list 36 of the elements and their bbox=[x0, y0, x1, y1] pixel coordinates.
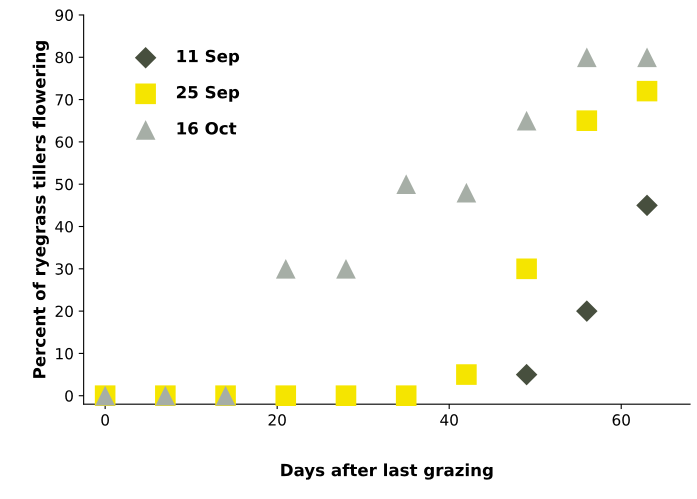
y-tick-label: 30 bbox=[56, 263, 73, 275]
point bbox=[636, 194, 658, 216]
point bbox=[456, 364, 477, 385]
legend-label: 25 Sep bbox=[176, 86, 240, 102]
x-tick-label: 60 bbox=[612, 414, 630, 426]
y-tick-label: 90 bbox=[55, 9, 73, 21]
point bbox=[576, 300, 598, 322]
point bbox=[516, 110, 536, 131]
y-tick-label: 70 bbox=[56, 94, 73, 106]
point bbox=[336, 258, 356, 279]
x-tick-label: 0 bbox=[101, 414, 109, 426]
point bbox=[636, 80, 658, 102]
x-axis-title: Days after last grazing bbox=[281, 463, 493, 480]
y-tick-label: 0 bbox=[65, 390, 73, 402]
y-tick-label: 20 bbox=[56, 306, 73, 318]
point bbox=[276, 258, 296, 279]
legend-label: 16 Oct bbox=[178, 122, 236, 135]
x-tick-label: 40 bbox=[440, 414, 458, 426]
point bbox=[637, 47, 657, 68]
y-tick-label: 60 bbox=[56, 136, 73, 148]
legend-label: 11 Sep bbox=[178, 50, 240, 66]
point bbox=[396, 385, 416, 406]
point bbox=[516, 258, 537, 280]
point bbox=[275, 385, 296, 406]
point bbox=[336, 385, 356, 406]
point bbox=[576, 47, 597, 68]
point bbox=[396, 174, 416, 194]
y-tick-label: 40 bbox=[55, 220, 73, 233]
y-tick-label: 10 bbox=[56, 348, 73, 360]
x-tick-label: 20 bbox=[268, 414, 286, 426]
point bbox=[576, 110, 598, 132]
y-tick-label: 80 bbox=[56, 52, 73, 64]
point bbox=[516, 364, 538, 386]
y-tick-label: 50 bbox=[56, 178, 73, 190]
point bbox=[456, 182, 476, 202]
y-axis-title: Percent of ryegrass tillers flowering bbox=[32, 41, 49, 378]
